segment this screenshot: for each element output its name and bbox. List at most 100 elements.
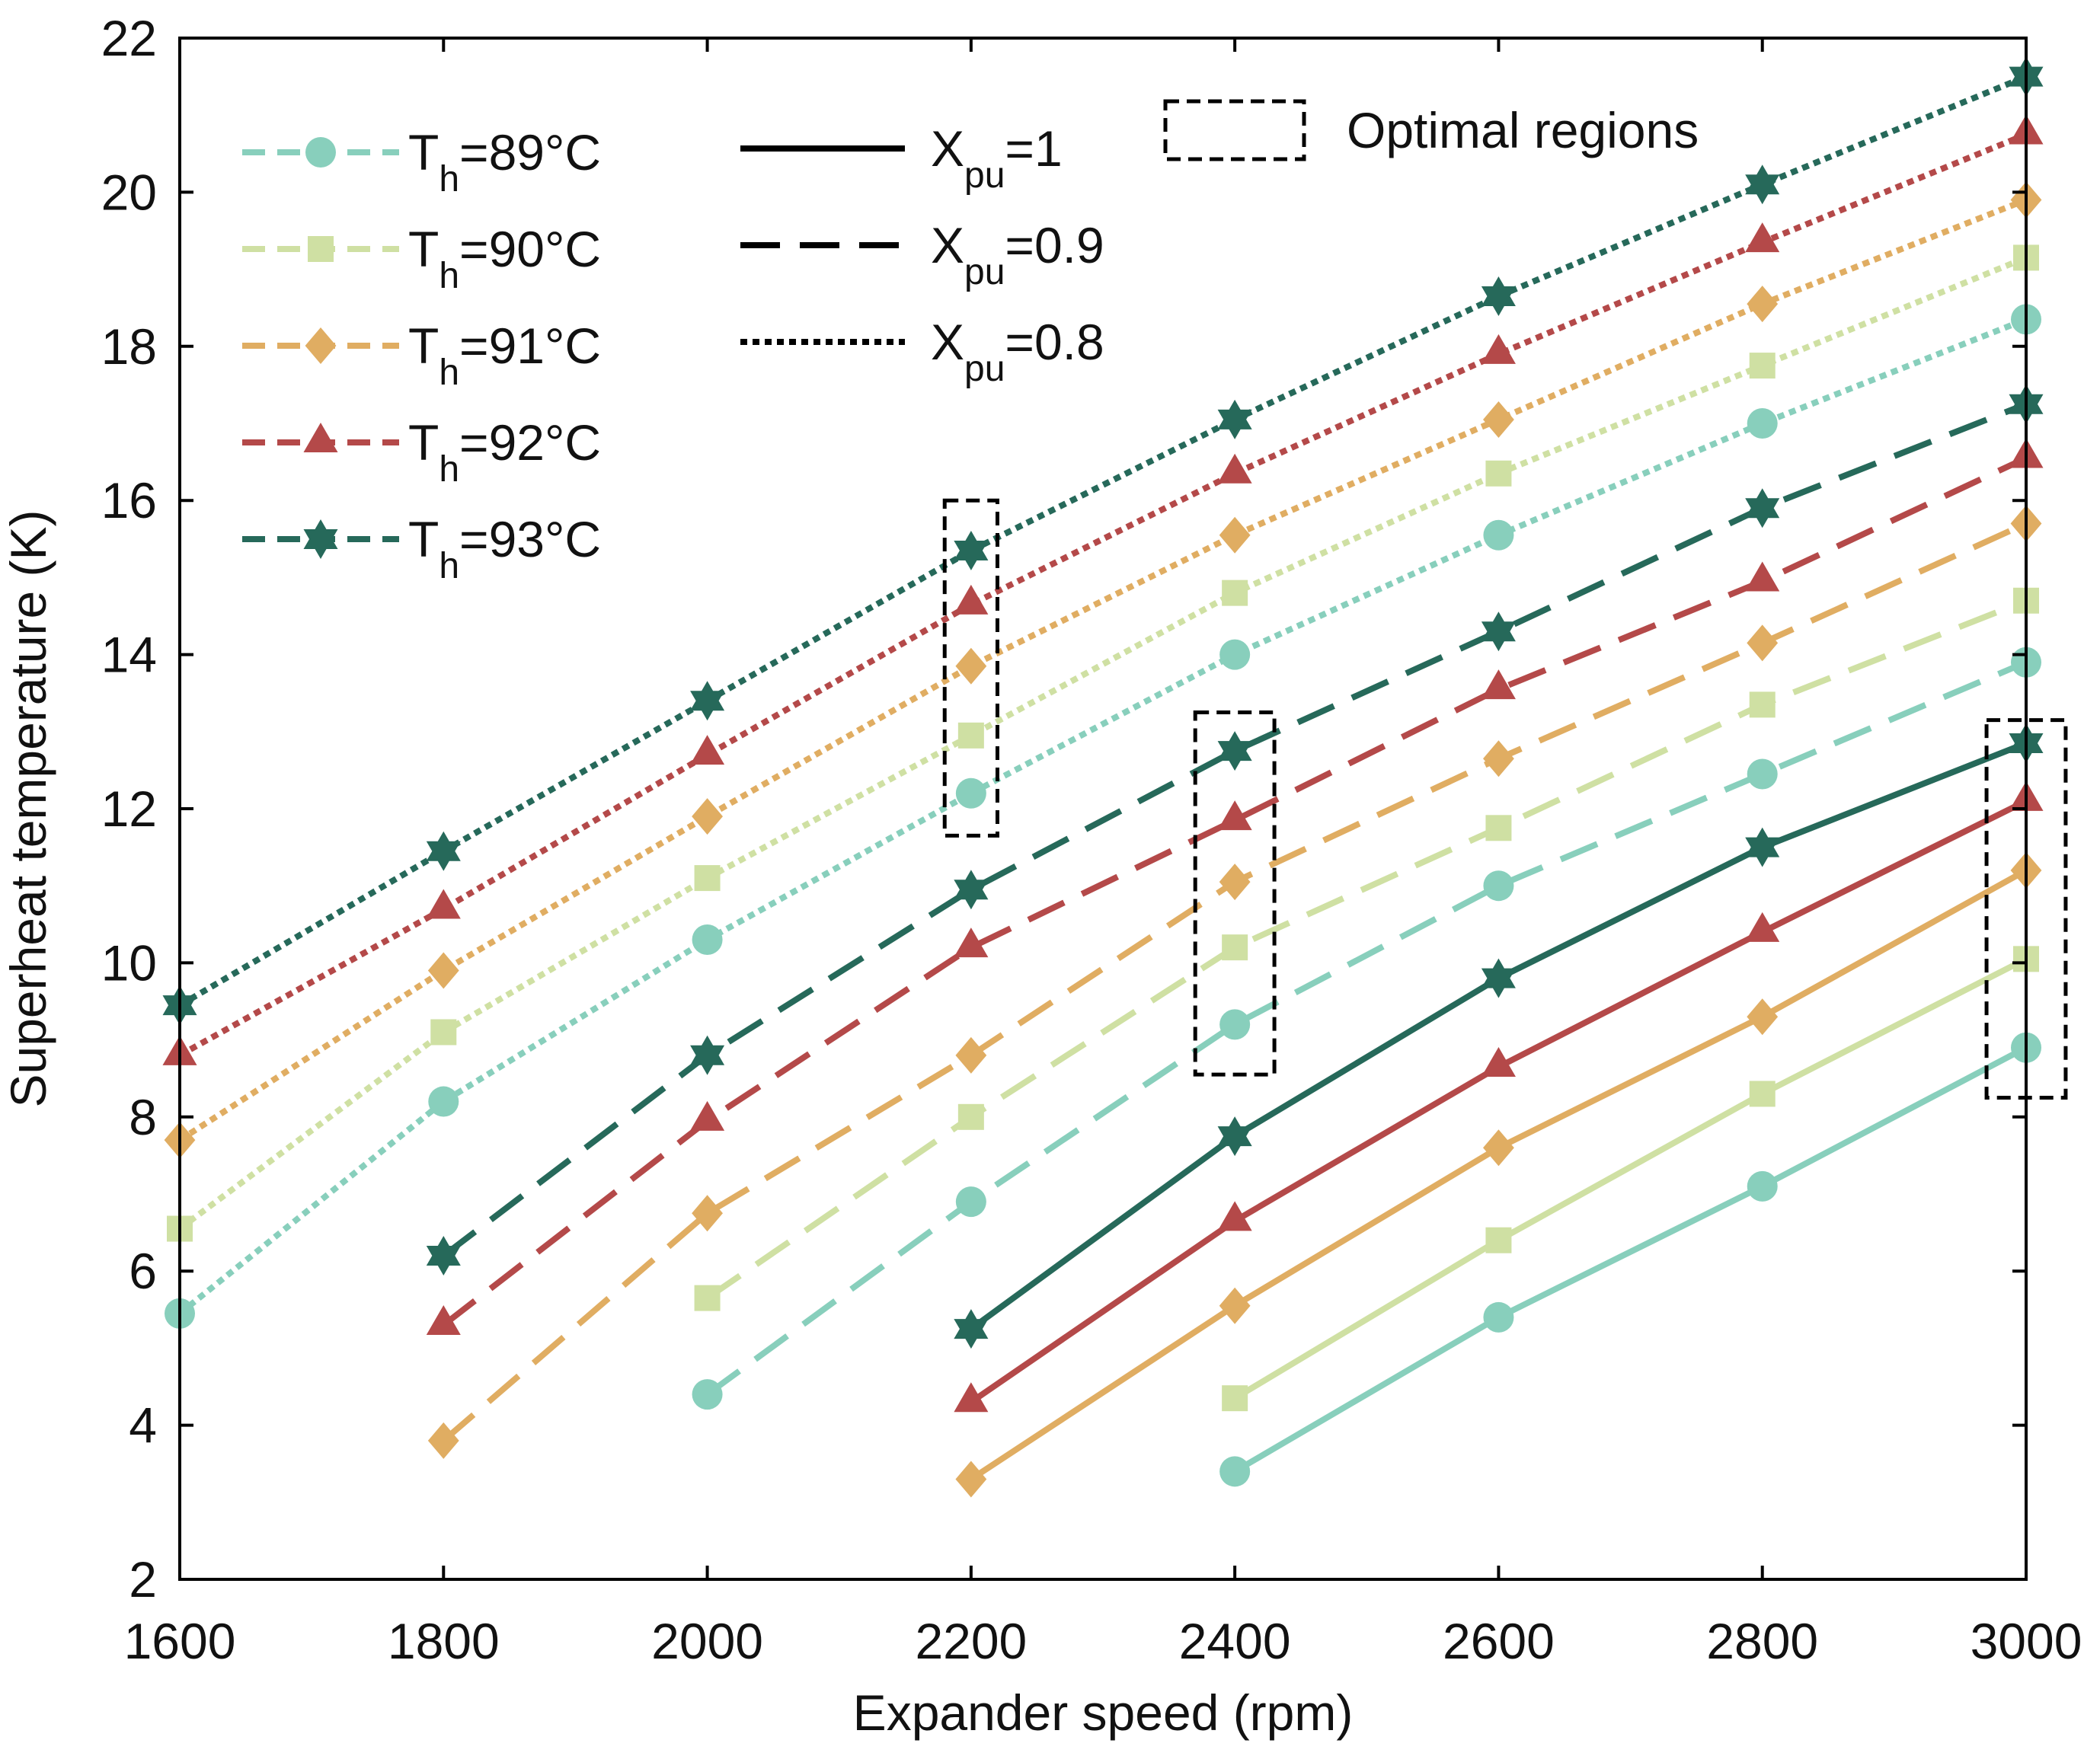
data-point xyxy=(1481,1047,1516,1078)
data-point xyxy=(1745,827,1780,867)
data-point xyxy=(1481,669,1516,700)
legend-marker xyxy=(305,327,337,364)
data-point xyxy=(1747,998,1779,1036)
data-point xyxy=(954,531,989,570)
series-line xyxy=(177,316,2028,1317)
series-line xyxy=(1233,956,2028,1401)
data-point xyxy=(1481,611,1516,652)
data-point xyxy=(955,1186,986,1218)
legend-label-value: =92°C xyxy=(459,414,601,471)
legend-label-value: =89°C xyxy=(459,124,601,180)
data-point xyxy=(426,831,461,871)
data-point xyxy=(1219,1456,1251,1487)
series-line xyxy=(705,659,2028,1397)
y-tick-label: 22 xyxy=(101,10,157,66)
series-line xyxy=(178,131,2028,1058)
legend-label-subscript: h xyxy=(439,449,459,490)
data-point xyxy=(1219,1287,1251,1324)
data-point xyxy=(1745,912,1780,942)
data-point xyxy=(692,924,723,956)
data-point xyxy=(955,1036,987,1074)
data-point xyxy=(1745,222,1780,253)
data-point xyxy=(1217,1116,1252,1157)
y-tick-label: 6 xyxy=(129,1243,157,1299)
ticks-layer: 1600 1800 2000 2200 2400 2600 2800 3000 2 4 6 8 10 12… xyxy=(101,10,2082,1669)
legend-label-base: T xyxy=(408,221,439,277)
data-point xyxy=(1483,519,1514,551)
data-point xyxy=(428,1086,459,1117)
legend-marker xyxy=(303,423,338,452)
legend-label-subscript: h xyxy=(439,546,459,586)
y-tick-label: 12 xyxy=(101,781,157,837)
data-point xyxy=(690,1100,725,1131)
data-point xyxy=(954,870,989,910)
data-point xyxy=(427,1422,459,1459)
data-point xyxy=(1747,624,1779,662)
legend-item-th93: Th=93°C xyxy=(242,511,601,586)
legend-label-value: =1 xyxy=(1005,120,1062,177)
legend-label-base: X xyxy=(931,314,964,370)
x-tick-label: 3000 xyxy=(1971,1613,2082,1669)
data-point xyxy=(1222,579,1248,606)
legend-label: Optimal regions xyxy=(1347,102,1699,158)
y-tick-label: 14 xyxy=(101,627,157,683)
x-tick-label: 2000 xyxy=(651,1613,763,1669)
plot-area xyxy=(162,56,2068,1498)
legend-item-th91: Th=91°C xyxy=(242,318,601,393)
x-tick-label: 2600 xyxy=(1443,1613,1555,1669)
legend-label-base: X xyxy=(931,120,964,177)
legend-label: Xpu=0.8 xyxy=(931,314,1104,389)
data-point xyxy=(1481,276,1516,316)
data-point xyxy=(1219,1009,1251,1040)
data-point xyxy=(692,798,723,835)
legend-label-subscript: pu xyxy=(964,252,1005,292)
data-point xyxy=(1745,488,1780,528)
y-tick-label: 16 xyxy=(101,472,157,528)
y-tick-label: 18 xyxy=(101,318,157,375)
series-th91-xpu0.9 xyxy=(427,505,2042,1459)
data-point xyxy=(1745,561,1780,592)
legend-label: Th=92°C xyxy=(408,414,601,490)
data-point xyxy=(1485,1227,1512,1253)
legend-label: Th=90°C xyxy=(408,221,601,296)
optimal-region-box xyxy=(942,498,999,838)
data-point xyxy=(1485,815,1512,841)
data-point xyxy=(954,927,989,958)
data-point xyxy=(1483,1301,1514,1333)
y-tick-label: 10 xyxy=(101,934,157,991)
legend-label-base: T xyxy=(408,318,439,374)
legend-label: Xpu=0.9 xyxy=(931,217,1104,292)
optimal-region-box xyxy=(1193,710,1277,1077)
data-point xyxy=(1217,453,1252,484)
data-point xyxy=(1481,958,1516,998)
data-point xyxy=(1222,1385,1248,1412)
series-th93-xpu0.9 xyxy=(426,384,2044,1275)
data-point xyxy=(1747,408,1778,439)
legend-label-value: =0.8 xyxy=(1005,314,1104,370)
x-tick-label: 2400 xyxy=(1179,1613,1291,1669)
data-point xyxy=(1747,286,1779,323)
x-tick-label: 2200 xyxy=(915,1613,1027,1669)
data-point xyxy=(694,865,721,892)
data-point xyxy=(1749,691,1776,718)
data-point xyxy=(1747,1170,1778,1202)
legend-item-th92: Th=92°C xyxy=(242,414,601,490)
series-line xyxy=(1233,1045,2028,1474)
legend-label-subscript: h xyxy=(439,353,459,393)
legend-label: Xpu=1 xyxy=(931,120,1063,196)
series-th91-xpu0.8 xyxy=(164,181,2042,1159)
data-point xyxy=(426,889,461,919)
legend-label-base: T xyxy=(408,414,439,471)
legend-label: Th=93°C xyxy=(408,511,601,586)
data-point xyxy=(692,1195,723,1232)
data-point xyxy=(694,1285,721,1311)
legend-item-xpu0.8: Xpu=0.8 xyxy=(740,314,1104,389)
legend-label-base: X xyxy=(931,217,964,273)
data-point xyxy=(1749,353,1776,379)
legend-region-box xyxy=(1163,99,1306,161)
legend-label-subscript: h xyxy=(439,256,459,296)
y-tick-label: 8 xyxy=(129,1089,157,1145)
data-point xyxy=(1483,740,1514,777)
legend-item-th90: Th=90°C xyxy=(242,221,601,296)
